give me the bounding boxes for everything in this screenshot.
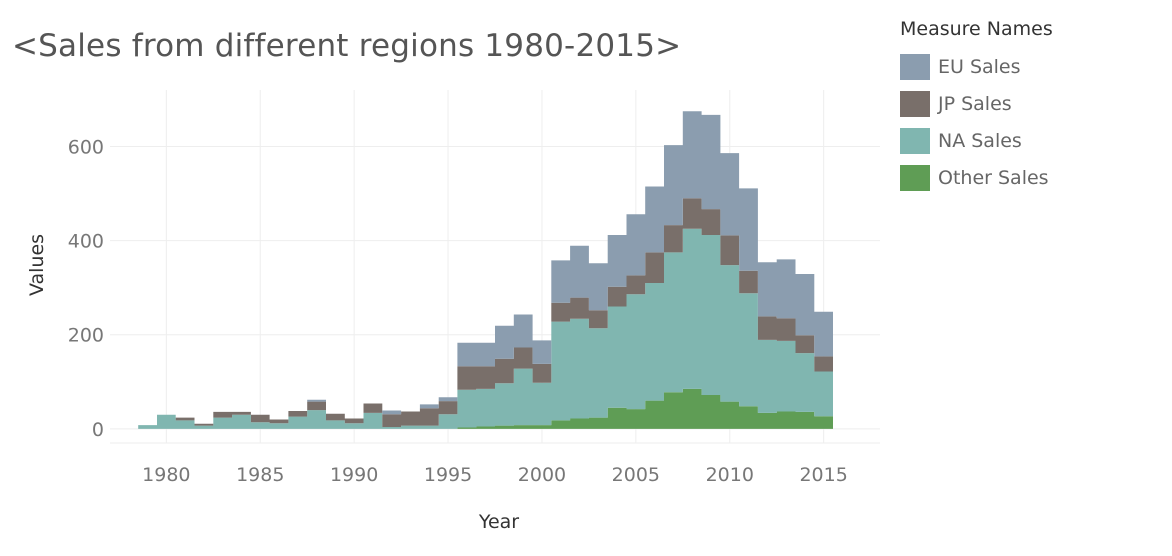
chart-plot: 0 200 400 600 1980 1985 1990 1995 2000 2005 2010 2… [26, 90, 880, 533]
x-tick-label: 1980 [142, 464, 190, 486]
y-axis-ticks: 0 200 400 600 [68, 136, 104, 440]
area-series-na-sales [138, 228, 833, 429]
x-tick-label: 2000 [518, 464, 566, 486]
legend-item-na-sales[interactable]: NA Sales [900, 122, 1053, 159]
area-series-jp-sales [138, 198, 833, 427]
x-tick-label: 1995 [424, 464, 472, 486]
x-tick-label: 1985 [236, 464, 284, 486]
legend-item-eu-sales[interactable]: EU Sales [900, 48, 1053, 85]
x-tick-label: 2010 [706, 464, 754, 486]
y-tick-label: 400 [68, 231, 104, 253]
x-axis-ticks: 1980 1985 1990 1995 2000 2005 2010 2015 [142, 464, 848, 486]
stacked-areas [138, 111, 833, 429]
y-axis-title: Values [26, 234, 48, 296]
legend-label: EU Sales [938, 55, 1021, 78]
legend-title: Measure Names [900, 18, 1053, 40]
y-tick-label: 600 [68, 136, 104, 158]
legend-label: JP Sales [938, 92, 1012, 115]
y-tick-label: 200 [68, 325, 104, 347]
x-tick-label: 1990 [330, 464, 378, 486]
legend: Measure Names EU Sales JP Sales NA Sales… [900, 18, 1053, 196]
legend-swatch [900, 127, 930, 154]
legend-label: Other Sales [938, 166, 1049, 189]
x-axis-title: Year [478, 511, 519, 533]
x-tick-label: 2015 [799, 464, 847, 486]
legend-item-jp-sales[interactable]: JP Sales [900, 85, 1053, 122]
area-series-eu-sales [138, 111, 833, 426]
area-series-other-sales [138, 388, 833, 429]
legend-label: NA Sales [938, 129, 1022, 152]
y-tick-label: 0 [92, 419, 104, 441]
chart-title: <Sales from different regions 1980-2015> [12, 28, 682, 64]
x-tick-label: 2005 [612, 464, 660, 486]
legend-item-other-sales[interactable]: Other Sales [900, 159, 1053, 196]
legend-swatch [900, 90, 930, 117]
legend-swatch [900, 53, 930, 80]
legend-swatch [900, 164, 930, 191]
